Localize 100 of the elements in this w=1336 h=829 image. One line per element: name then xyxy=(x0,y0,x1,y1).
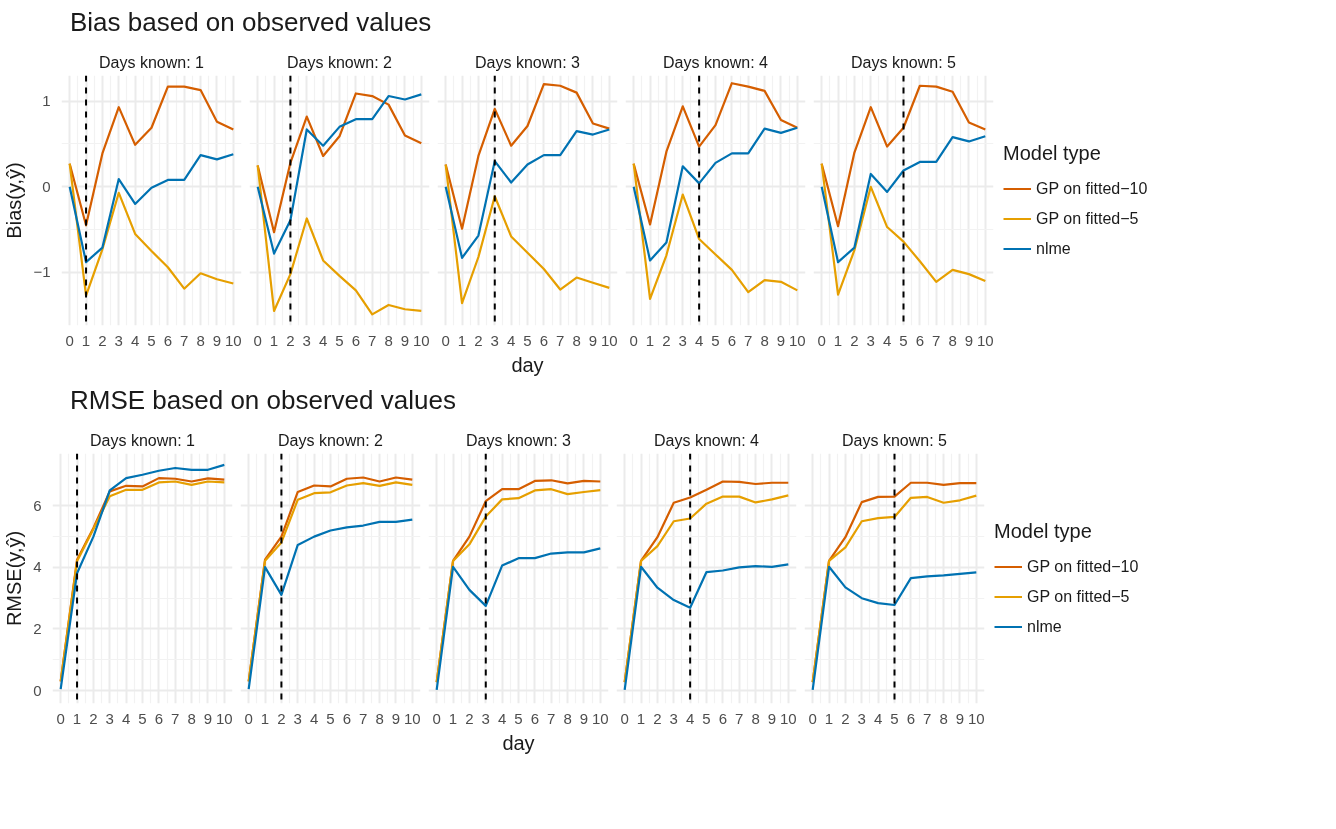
x-tick-label: 10 xyxy=(600,331,618,349)
x-tick-label: 4 xyxy=(309,709,319,727)
x-tick-label: 10 xyxy=(967,709,985,727)
x-tick-label: 6 xyxy=(342,709,352,727)
chart-subtitle: Days known: 3 xyxy=(475,53,581,71)
x-tick-label: 7 xyxy=(932,331,941,349)
x-tick-label: 7 xyxy=(744,331,753,349)
x-tick-label: 10 xyxy=(224,331,242,349)
x-tick-label: 1 xyxy=(636,709,646,727)
x-tick-label: 3 xyxy=(866,331,875,349)
x-tick-label: 1 xyxy=(260,709,270,727)
x-tick-label: 6 xyxy=(530,709,540,727)
x-axis-title: day xyxy=(511,353,544,376)
x-tick-label: 6 xyxy=(163,331,173,349)
chart-subtitle: Days known: 2 xyxy=(278,431,384,449)
x-tick-label: 3 xyxy=(678,331,687,349)
x-tick-label: 8 xyxy=(751,709,760,727)
x-tick-label: 10 xyxy=(412,331,430,349)
x-tick-label: 6 xyxy=(351,331,361,349)
x-tick-label: 8 xyxy=(760,331,769,349)
x-tick-label: 1 xyxy=(269,331,279,349)
x-tick-label: 0 xyxy=(253,331,262,349)
y-axis-title: RMSE(y,ŷ) xyxy=(3,531,26,627)
x-tick-label: 5 xyxy=(899,331,908,349)
x-tick-label: 4 xyxy=(130,331,140,349)
x-tick-label: 9 xyxy=(579,709,589,727)
y-tick-label: 1 xyxy=(42,92,51,110)
x-tick-label: 8 xyxy=(572,331,581,349)
x-tick-label: 2 xyxy=(89,709,98,727)
x-tick-label: 9 xyxy=(776,331,786,349)
x-tick-label: 8 xyxy=(375,709,384,727)
x-tick-label: 5 xyxy=(326,709,335,727)
x-tick-label: 3 xyxy=(293,709,302,727)
legend-label: GP on fitted−10 xyxy=(1036,179,1148,198)
x-tick-label: 0 xyxy=(441,331,450,349)
x-tick-label: 7 xyxy=(171,709,180,727)
x-tick-label: 2 xyxy=(277,709,286,727)
x-tick-label: 1 xyxy=(72,709,82,727)
x-tick-label: 2 xyxy=(850,331,859,349)
chart-subtitle: Days known: 3 xyxy=(466,431,572,449)
legend-label: GP on fitted−5 xyxy=(1036,209,1139,228)
x-tick-label: 9 xyxy=(767,709,777,727)
x-tick-label: 8 xyxy=(948,331,957,349)
line-series xyxy=(68,153,235,264)
x-tick-label: 7 xyxy=(359,709,368,727)
y-axis-title: Bias(y,ŷ) xyxy=(3,162,26,239)
x-tick-label: 10 xyxy=(788,331,806,349)
x-tick-label: 4 xyxy=(506,331,516,349)
x-tick-label: 4 xyxy=(694,331,704,349)
x-tick-label: 0 xyxy=(620,709,629,727)
x-tick-label: 5 xyxy=(890,709,899,727)
x-tick-label: 1 xyxy=(81,331,91,349)
legend-label: nlme xyxy=(1027,617,1062,636)
x-tick-label: 2 xyxy=(662,331,671,349)
chart-subtitle: Days known: 1 xyxy=(90,431,196,449)
x-tick-label: 8 xyxy=(384,331,393,349)
x-tick-label: 9 xyxy=(964,331,974,349)
x-tick-label: 6 xyxy=(915,331,925,349)
x-tick-label: 6 xyxy=(718,709,728,727)
x-tick-label: 9 xyxy=(203,709,213,727)
x-tick-label: 3 xyxy=(481,709,490,727)
x-tick-label: 6 xyxy=(906,709,916,727)
x-tick-label: 4 xyxy=(497,709,507,727)
x-tick-label: 2 xyxy=(98,331,107,349)
x-tick-label: 0 xyxy=(65,331,74,349)
y-tick-label: 4 xyxy=(33,558,42,576)
x-tick-label: 5 xyxy=(147,331,156,349)
x-tick-label: 7 xyxy=(556,331,565,349)
x-tick-label: 7 xyxy=(735,709,744,727)
legend-label: GP on fitted−10 xyxy=(1027,557,1139,576)
x-tick-label: 5 xyxy=(702,709,711,727)
x-tick-label: 3 xyxy=(490,331,499,349)
x-tick-label: 3 xyxy=(857,709,866,727)
y-tick-label: 0 xyxy=(42,177,51,195)
x-tick-label: 0 xyxy=(244,709,253,727)
x-tick-label: 5 xyxy=(335,331,344,349)
chart-subtitle: Days known: 5 xyxy=(842,431,948,449)
x-tick-label: 1 xyxy=(448,709,458,727)
legend-label: nlme xyxy=(1036,239,1071,258)
legend-label: GP on fitted−5 xyxy=(1027,587,1130,606)
legend-title: Model type xyxy=(994,519,1093,543)
x-tick-label: 9 xyxy=(212,331,222,349)
legend-title: Model type xyxy=(1003,141,1102,165)
x-tick-label: 9 xyxy=(391,709,401,727)
chart-subtitle: Days known: 4 xyxy=(663,53,769,71)
x-tick-label: 7 xyxy=(180,331,189,349)
x-tick-label: 2 xyxy=(465,709,474,727)
x-tick-label: 8 xyxy=(563,709,572,727)
x-tick-label: 2 xyxy=(653,709,662,727)
chart-subtitle: Days known: 4 xyxy=(654,431,760,449)
x-tick-label: 0 xyxy=(56,709,65,727)
x-tick-label: 1 xyxy=(645,331,655,349)
x-tick-label: 2 xyxy=(841,709,850,727)
x-tick-label: 6 xyxy=(539,331,549,349)
x-tick-label: 10 xyxy=(215,709,233,727)
y-tick-label: 2 xyxy=(33,620,42,638)
x-tick-label: 2 xyxy=(474,331,483,349)
chart-title: Bias based on observed values xyxy=(70,6,432,39)
x-tick-label: 3 xyxy=(302,331,311,349)
x-tick-label: 0 xyxy=(432,709,441,727)
